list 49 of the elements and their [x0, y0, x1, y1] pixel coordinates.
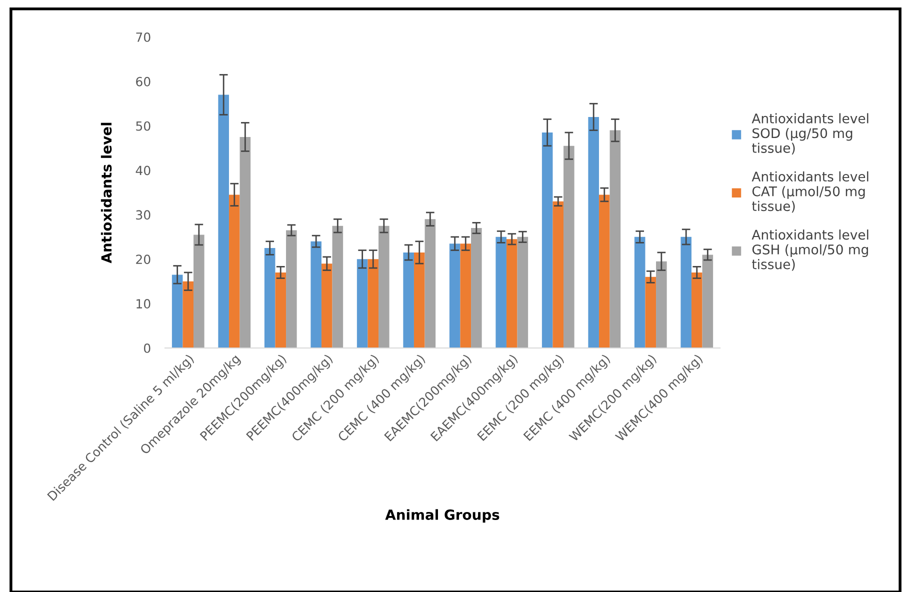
bar [517, 236, 528, 348]
bar [403, 252, 414, 348]
y-axis-title: Antioxidants level [100, 122, 112, 264]
bar [368, 259, 379, 348]
bar [182, 281, 194, 348]
bar [332, 226, 344, 348]
bar [564, 146, 574, 348]
bar [542, 132, 553, 348]
y-tick-label: 20 [136, 254, 150, 264]
bar [471, 228, 482, 348]
bar [424, 219, 436, 348]
bar [598, 194, 610, 348]
y-tick-label: 50 [136, 121, 150, 131]
bar [218, 94, 229, 348]
bar [378, 226, 390, 348]
bar [496, 236, 506, 348]
bar [702, 254, 714, 348]
bar [275, 272, 286, 348]
bar [506, 239, 518, 348]
bar [552, 201, 564, 348]
y-tick-label: 70 [136, 32, 150, 42]
y-tick-label: 60 [136, 76, 150, 86]
legend-label: Antioxidants level GSH (µmol/50 mg tissue) [752, 229, 868, 271]
legend-label: Antioxidants level CAT (µmol/50 mg tissue) [752, 171, 868, 213]
bar [194, 234, 204, 348]
bar [449, 244, 460, 348]
y-tick-label: 30 [136, 210, 150, 220]
y-tick-label: 10 [136, 299, 150, 308]
bar [634, 236, 646, 348]
bar [264, 248, 276, 348]
bar [286, 230, 297, 348]
x-axis-title: Animal Groups [385, 509, 500, 523]
bar [310, 241, 322, 348]
y-tick-label: 40 [136, 166, 150, 176]
bar [460, 244, 472, 348]
bar [645, 276, 656, 348]
bar [228, 194, 240, 348]
bar [172, 274, 183, 348]
bar [656, 261, 667, 348]
bar [680, 236, 692, 348]
bar [321, 264, 332, 348]
bar [610, 130, 621, 348]
bar [588, 116, 599, 348]
legend-label: Antioxidants level SOD (µg/50 mg tissue) [752, 113, 868, 155]
bar [414, 252, 425, 348]
bar [240, 136, 251, 348]
bar [691, 272, 702, 348]
bar [356, 259, 368, 348]
y-tick-label: 0 [144, 343, 150, 353]
